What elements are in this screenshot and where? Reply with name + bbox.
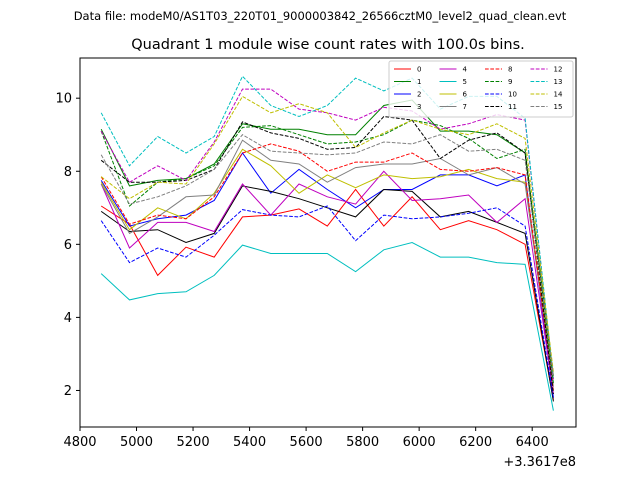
x-offset-label: +3.3617e8	[503, 455, 576, 470]
legend-label-7: 7	[463, 103, 467, 111]
legend-label-5: 5	[463, 78, 467, 86]
y-tick-label: 2	[64, 384, 72, 399]
legend-label-13: 13	[554, 78, 563, 86]
series-line-14	[100, 95, 554, 373]
x-tick-label: 5600	[290, 435, 323, 450]
series-line-0	[100, 188, 554, 400]
y-tick-label: 10	[55, 92, 72, 107]
x-tick-label: 6400	[516, 435, 549, 450]
series-line-2	[100, 152, 554, 398]
series-line-1	[100, 99, 554, 376]
y-axis: 2 4 6 8 10	[55, 92, 80, 399]
plot-frame	[79, 57, 577, 428]
x-tick-label: 6200	[459, 435, 492, 450]
legend-label-8: 8	[508, 66, 512, 74]
series-line-7	[100, 139, 554, 387]
legend-label-4: 4	[463, 66, 468, 74]
series-line-10	[100, 205, 554, 398]
legend-label-11: 11	[508, 103, 517, 111]
chart-title: Quadrant 1 module wise count rates with …	[131, 37, 525, 53]
x-tick-label: 5800	[346, 435, 379, 450]
legend-label-10: 10	[508, 91, 517, 99]
series-line-3	[100, 185, 554, 402]
data-file-label: Data file: modeM0/AS1T03_220T01_90000038…	[74, 9, 567, 23]
series-line-11	[100, 115, 554, 395]
series-line-8	[100, 143, 554, 391]
legend-label-1: 1	[417, 78, 421, 86]
legend-box	[388, 60, 574, 118]
x-tick-label: 5000	[120, 435, 153, 450]
legend-label-3: 3	[417, 103, 421, 111]
x-tick-label: 5200	[177, 435, 210, 450]
x-tick-label: 6000	[403, 435, 436, 450]
series-line-15	[100, 134, 554, 376]
x-tick-label: 4800	[63, 435, 96, 450]
legend-label-2: 2	[417, 91, 421, 99]
series-line-9	[100, 119, 554, 384]
legend-label-14: 14	[554, 91, 563, 99]
series-line-12	[100, 88, 554, 380]
y-tick-label: 4	[64, 311, 72, 326]
series-line-5	[100, 241, 554, 411]
legend-label-12: 12	[554, 66, 563, 74]
x-axis: 4800 5000 5200 5400 5600 5800 6000 6200 6400	[63, 427, 549, 450]
legend-label-9: 9	[508, 78, 512, 86]
x-tick-label: 5400	[233, 435, 266, 450]
series-line-4	[100, 170, 554, 395]
legend-label-0: 0	[417, 66, 421, 74]
series-line-13	[100, 75, 554, 378]
series-layer	[100, 75, 554, 411]
y-tick-label: 8	[64, 165, 72, 180]
legend-label-15: 15	[554, 103, 563, 111]
legend-label-6: 6	[463, 91, 468, 99]
y-tick-label: 6	[64, 238, 72, 253]
